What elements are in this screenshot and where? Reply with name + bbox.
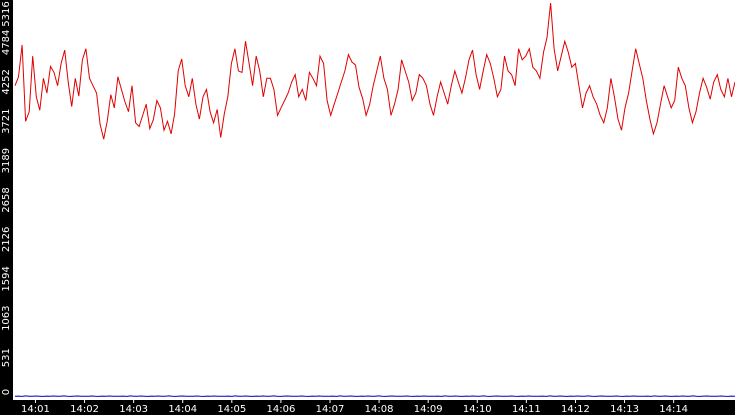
- y-axis-band: [0, 0, 13, 415]
- series-layer: [14, 2, 735, 397]
- y-tick-label: 3189: [1, 148, 12, 173]
- x-tick-label: 14:08: [365, 404, 394, 415]
- series-line-red: [14, 2, 735, 140]
- y-tick-labels: 0 531 1063 1594 2126 2658 3189 3721 4252 4784 5316: [1, 1, 12, 395]
- y-tick-label: 4784: [1, 30, 12, 55]
- x-tick-label: 14:02: [70, 404, 99, 415]
- y-tick-label: 2658: [1, 187, 12, 212]
- x-tick-label: 14:05: [217, 404, 246, 415]
- x-tick-label: 14:07: [316, 404, 345, 415]
- x-axis-band: [0, 400, 735, 415]
- y-tick-label: 0: [1, 389, 12, 395]
- series-line-blue: [14, 395, 735, 397]
- x-tick-label: 14:04: [168, 404, 197, 415]
- x-tick-label: 14:09: [414, 404, 443, 415]
- x-tick-labels: 14:01 14:02 14:03 14:04 14:05 14:06 14:07 14:08…: [21, 400, 688, 415]
- y-tick-label: 2126: [1, 227, 12, 252]
- x-tick-label: 14:10: [463, 404, 492, 415]
- x-tick-label: 14:13: [610, 404, 639, 415]
- y-tick-label: 5316: [1, 1, 12, 26]
- x-tick-label: 14:11: [512, 404, 541, 415]
- x-tick-label: 14:12: [561, 404, 590, 415]
- x-tick-label: 14:03: [119, 404, 148, 415]
- x-tick-label: 14:01: [21, 404, 50, 415]
- x-tick-label: 14:06: [266, 404, 295, 415]
- x-tick-label: 14:14: [659, 404, 688, 415]
- y-tick-label: 1594: [1, 266, 12, 291]
- y-tick-label: 4252: [1, 69, 12, 94]
- y-tick-label: 1063: [1, 305, 12, 330]
- y-tick-label: 531: [1, 348, 12, 367]
- y-tick-label: 3721: [1, 108, 12, 133]
